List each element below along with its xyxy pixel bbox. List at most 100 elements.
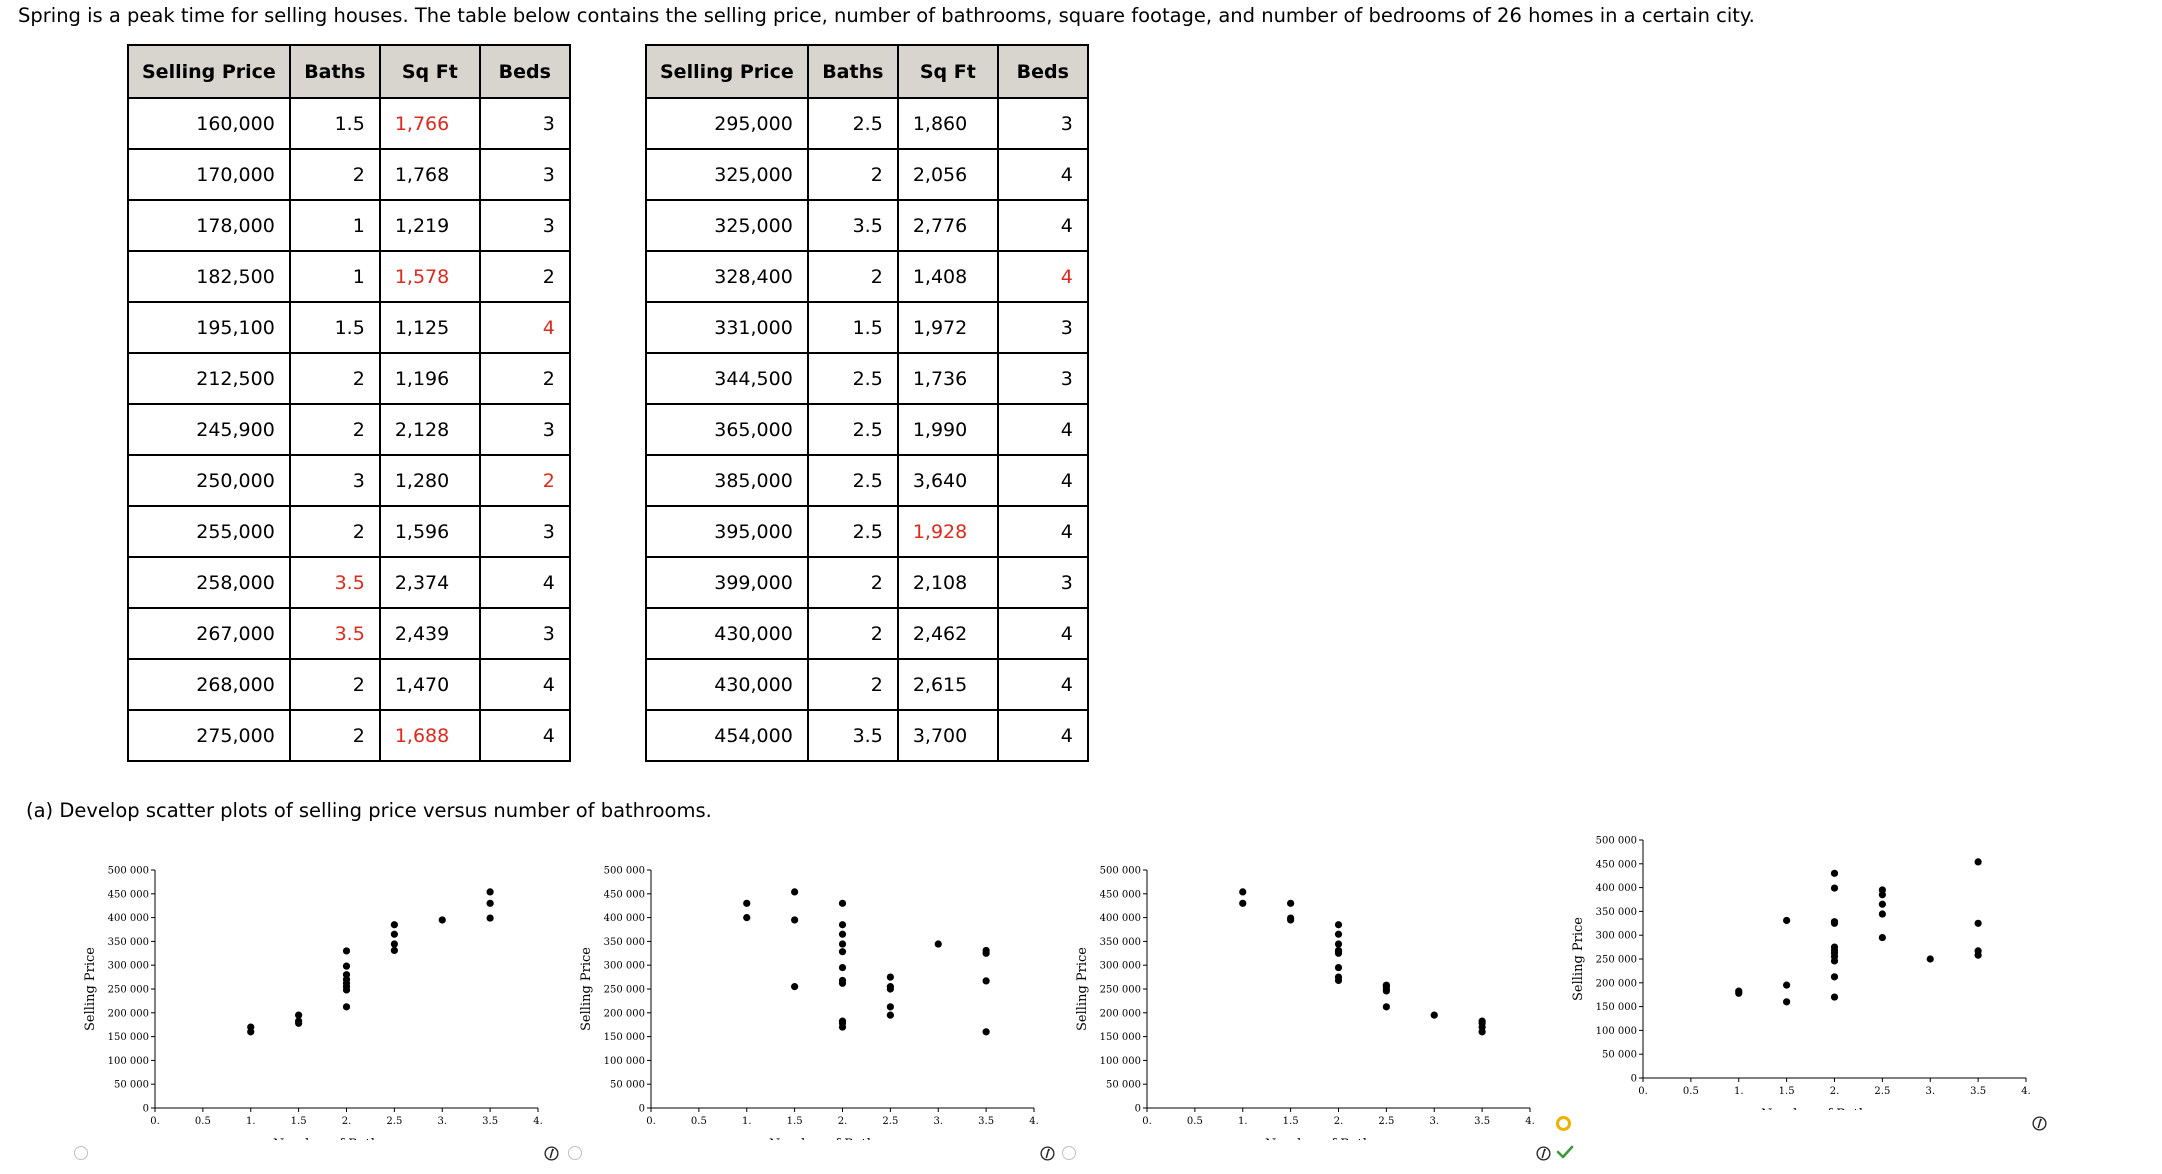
cell-selling-price: 195,100 xyxy=(127,301,291,354)
cell-beds: 2 xyxy=(478,454,571,507)
x-tick-label: 1. xyxy=(1734,1086,1744,1097)
cell-beds: 3 xyxy=(996,556,1089,609)
x-axis-label: Number of Bathrooms xyxy=(1265,1137,1412,1140)
data-point xyxy=(390,921,398,929)
x-tick-label: 0.5 xyxy=(691,1116,707,1127)
y-tick-label: 400 000 xyxy=(1596,883,1637,894)
y-tick-label: 250 000 xyxy=(604,985,645,996)
x-tick-label: 2. xyxy=(1830,1086,1840,1097)
data-point xyxy=(838,930,847,938)
cell-baths: 2 xyxy=(806,607,899,660)
y-tick-label: 200 000 xyxy=(1596,978,1637,989)
cell-selling-price: 395,000 xyxy=(645,505,809,558)
y-tick-label: 350 000 xyxy=(1100,937,1141,948)
data-point xyxy=(1783,998,1791,1006)
answer-option-radio-1[interactable] xyxy=(74,1146,88,1160)
table-row: 182,500 1 1,578 2 xyxy=(127,250,571,303)
x-axis-label: Number of Bathrooms xyxy=(273,1137,420,1140)
cell-selling-price: 430,000 xyxy=(645,607,809,660)
cell-selling-price: 267,000 xyxy=(127,607,291,660)
cell-sqft: 1,125 xyxy=(378,301,481,354)
data-point xyxy=(838,963,847,972)
data-point xyxy=(886,985,894,993)
cell-selling-price: 170,000 xyxy=(127,148,291,201)
cell-sqft: 2,615 xyxy=(896,658,999,711)
cell-sqft: 1,408 xyxy=(896,250,999,303)
data-point xyxy=(791,916,799,924)
data-point xyxy=(342,1003,351,1011)
y-tick-label: 200 000 xyxy=(108,1008,149,1019)
x-tick-label: 4. xyxy=(1525,1116,1535,1127)
data-point xyxy=(1974,951,1982,959)
x-tick-label: 4. xyxy=(1029,1116,1039,1127)
data-point xyxy=(295,1019,303,1027)
x-tick-label: 2.5 xyxy=(1874,1086,1890,1097)
housing-table-right: Selling Price Baths Sq Ft Beds 295,000 2.… xyxy=(645,44,1089,762)
table-row: 430,000 2 2,462 4 xyxy=(645,607,1089,660)
scatter-plot-2: 0 50 000 100 000 150 000 200 000 250 000 300 0… xyxy=(579,866,1039,1141)
table-row: 275,000 2 1,688 4 xyxy=(127,709,571,762)
x-tick-label: 1.5 xyxy=(787,1116,803,1127)
cell-sqft: 2,108 xyxy=(896,556,999,609)
y-tick-label: 0 xyxy=(1135,1104,1141,1115)
cell-sqft: 2,374 xyxy=(378,556,481,609)
data-point xyxy=(486,914,494,922)
data-point xyxy=(390,930,398,938)
cell-baths: 3.5 xyxy=(806,199,899,252)
cell-sqft: 1,596 xyxy=(378,505,481,558)
cell-baths: 2.5 xyxy=(806,403,899,456)
cell-baths: 2.5 xyxy=(806,454,899,507)
housing-table-left: Selling Price Baths Sq Ft Beds 160,000 1.… xyxy=(127,44,571,762)
info-icon[interactable] xyxy=(1040,1146,1055,1161)
problem-intro: Spring is a peak time for selling houses… xyxy=(18,4,1755,27)
data-point xyxy=(295,1011,303,1019)
data-point xyxy=(982,977,990,985)
table-row: 267,000 3.5 2,439 3 xyxy=(127,607,571,660)
scatter-plot-3: 0 50 000 100 000 150 000 200 000 250 000 300 0… xyxy=(1075,866,1535,1141)
header-beds: Beds xyxy=(996,44,1089,99)
x-tick-label: 2. xyxy=(838,1116,848,1127)
y-tick-label: 0 xyxy=(1631,1074,1637,1085)
cell-beds: 4 xyxy=(478,658,571,711)
cell-beds: 4 xyxy=(478,301,571,354)
y-tick-label: 500 000 xyxy=(604,866,645,877)
info-icon[interactable] xyxy=(1536,1146,1551,1161)
y-tick-label: 500 000 xyxy=(108,866,149,877)
y-tick-label: 100 000 xyxy=(108,1056,149,1067)
x-tick-label: 0. xyxy=(1638,1086,1648,1097)
y-tick-label: 50 000 xyxy=(1602,1050,1637,1061)
data-point xyxy=(791,888,799,896)
y-tick-label: 150 000 xyxy=(604,1032,645,1043)
y-tick-label: 50 000 xyxy=(114,1080,149,1091)
data-point xyxy=(1830,869,1839,877)
x-tick-label: 3. xyxy=(933,1116,943,1127)
y-tick-label: 0 xyxy=(143,1104,149,1115)
data-point xyxy=(342,962,351,970)
info-icon[interactable] xyxy=(544,1146,559,1161)
data-point xyxy=(1334,921,1343,929)
cell-sqft: 1,766 xyxy=(378,97,481,150)
cell-baths: 2 xyxy=(806,658,899,711)
y-tick-label: 300 000 xyxy=(1100,961,1141,972)
cell-sqft: 1,196 xyxy=(378,352,481,405)
answer-option-radio-2[interactable] xyxy=(568,1146,582,1160)
cell-beds: 3 xyxy=(478,199,571,252)
cell-sqft: 2,439 xyxy=(378,607,481,660)
info-icon[interactable] xyxy=(2032,1116,2047,1131)
y-axis-label: Selling Price xyxy=(1075,947,1090,1031)
cell-selling-price: 268,000 xyxy=(127,658,291,711)
cell-beds: 4 xyxy=(478,709,571,762)
cell-selling-price: 275,000 xyxy=(127,709,291,762)
cell-beds: 4 xyxy=(996,505,1089,558)
answer-option-radio-4[interactable] xyxy=(1556,1116,1571,1131)
x-tick-label: 4. xyxy=(2021,1086,2031,1097)
header-selling-price: Selling Price xyxy=(645,44,809,99)
data-point xyxy=(1830,993,1839,1001)
data-point xyxy=(486,888,494,896)
data-point xyxy=(1735,989,1743,997)
cell-selling-price: 255,000 xyxy=(127,505,291,558)
y-tick-label: 250 000 xyxy=(1100,985,1141,996)
y-tick-label: 500 000 xyxy=(1596,836,1637,847)
answer-option-radio-3[interactable] xyxy=(1062,1146,1076,1160)
data-point xyxy=(1878,910,1886,918)
